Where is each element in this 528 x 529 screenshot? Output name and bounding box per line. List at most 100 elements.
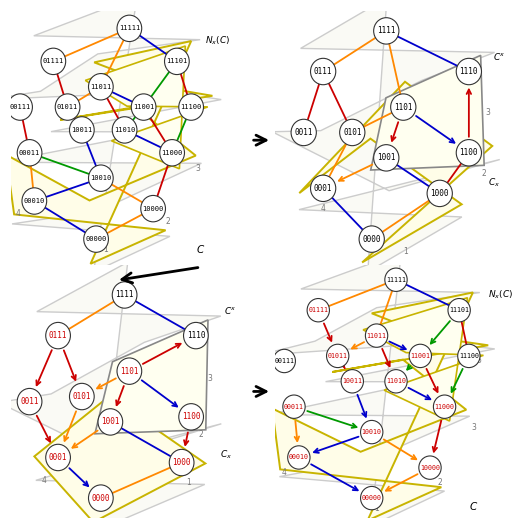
Text: 0011: 0011 [20,397,39,406]
Circle shape [112,117,137,143]
Circle shape [117,358,142,385]
Circle shape [433,395,456,418]
Circle shape [340,119,365,145]
Circle shape [131,94,156,120]
Circle shape [374,144,399,171]
Text: 1111: 1111 [377,26,395,35]
Circle shape [8,94,32,120]
Circle shape [70,117,94,143]
Circle shape [310,58,336,85]
Circle shape [273,349,296,372]
Text: 2: 2 [437,478,442,487]
Circle shape [55,94,80,120]
Text: 10011: 10011 [342,378,362,384]
Text: 3: 3 [472,423,476,432]
Circle shape [98,409,122,435]
Polygon shape [0,262,221,529]
Circle shape [361,421,383,444]
Text: 1: 1 [374,504,379,513]
Text: 01011: 01011 [57,104,78,110]
Text: 5: 5 [191,95,196,104]
Text: 11011: 11011 [90,84,111,90]
Text: 10010: 10010 [362,429,382,435]
Text: 00111: 00111 [274,358,294,364]
Polygon shape [272,0,500,272]
Text: 11101: 11101 [449,307,469,313]
Text: 0000: 0000 [362,234,381,244]
Text: 11000: 11000 [435,404,455,409]
Text: 00000: 00000 [86,236,107,242]
Text: 00011: 00011 [19,150,40,156]
Text: 4: 4 [41,476,46,485]
Circle shape [179,404,203,430]
Circle shape [307,298,329,322]
Text: 10010: 10010 [90,175,111,181]
Text: $N_x(C)$: $N_x(C)$ [488,289,514,301]
Text: 2: 2 [165,217,169,226]
Text: 1110: 1110 [186,331,205,340]
Circle shape [89,485,113,512]
Polygon shape [86,46,208,169]
Text: 2: 2 [481,169,486,178]
Text: 11000: 11000 [162,150,183,156]
Text: 01111: 01111 [43,58,64,65]
Circle shape [46,322,70,349]
Text: 11010: 11010 [386,378,406,384]
Circle shape [310,175,336,202]
Circle shape [70,384,94,410]
Text: 1101: 1101 [394,103,412,112]
Text: 11011: 11011 [366,333,386,339]
Circle shape [169,449,194,476]
Text: 00000: 00000 [362,495,382,501]
Text: 10000: 10000 [420,464,440,471]
Polygon shape [34,397,205,522]
Text: 0000: 0000 [91,494,110,503]
Text: 1110: 1110 [459,67,478,76]
Circle shape [456,140,482,166]
Circle shape [341,370,363,393]
Text: 1101: 1101 [120,367,139,376]
Circle shape [283,395,305,418]
Text: 00010: 00010 [24,198,45,204]
Text: 1: 1 [186,478,191,487]
Circle shape [117,15,142,42]
Circle shape [288,446,310,469]
Text: $C_x$: $C_x$ [488,177,501,189]
Text: 1: 1 [103,245,108,254]
Circle shape [89,165,113,191]
Text: 0111: 0111 [314,67,333,76]
Text: 11100: 11100 [181,104,202,110]
Polygon shape [95,320,208,434]
Text: 00010: 00010 [289,454,309,460]
Text: 11101: 11101 [166,58,187,65]
Text: 0001: 0001 [49,453,68,462]
Text: 10011: 10011 [71,127,92,133]
Polygon shape [258,252,495,526]
Text: 10000: 10000 [143,206,164,212]
Circle shape [179,94,203,120]
Circle shape [458,344,480,368]
Circle shape [112,282,137,308]
Text: 11001: 11001 [133,104,154,110]
Text: $C$: $C$ [196,243,205,256]
Circle shape [326,344,349,368]
Text: 1100: 1100 [182,412,201,422]
Text: 3: 3 [486,107,491,117]
Circle shape [374,17,399,44]
Text: 1001: 1001 [377,153,395,162]
Text: $C^x$: $C^x$ [493,51,506,62]
Text: $C_x$: $C_x$ [220,449,232,461]
Circle shape [409,344,431,368]
Text: $C^x$: $C^x$ [224,305,237,316]
Text: 1: 1 [403,247,408,257]
Polygon shape [0,0,221,272]
Text: $N_x(C)$: $N_x(C)$ [205,35,231,47]
Circle shape [22,188,46,214]
Circle shape [419,456,441,479]
Polygon shape [371,56,484,170]
Text: 1001: 1001 [101,417,120,426]
Circle shape [84,226,108,252]
Circle shape [448,298,470,322]
Text: 4: 4 [282,468,287,477]
Text: 11001: 11001 [410,353,430,359]
